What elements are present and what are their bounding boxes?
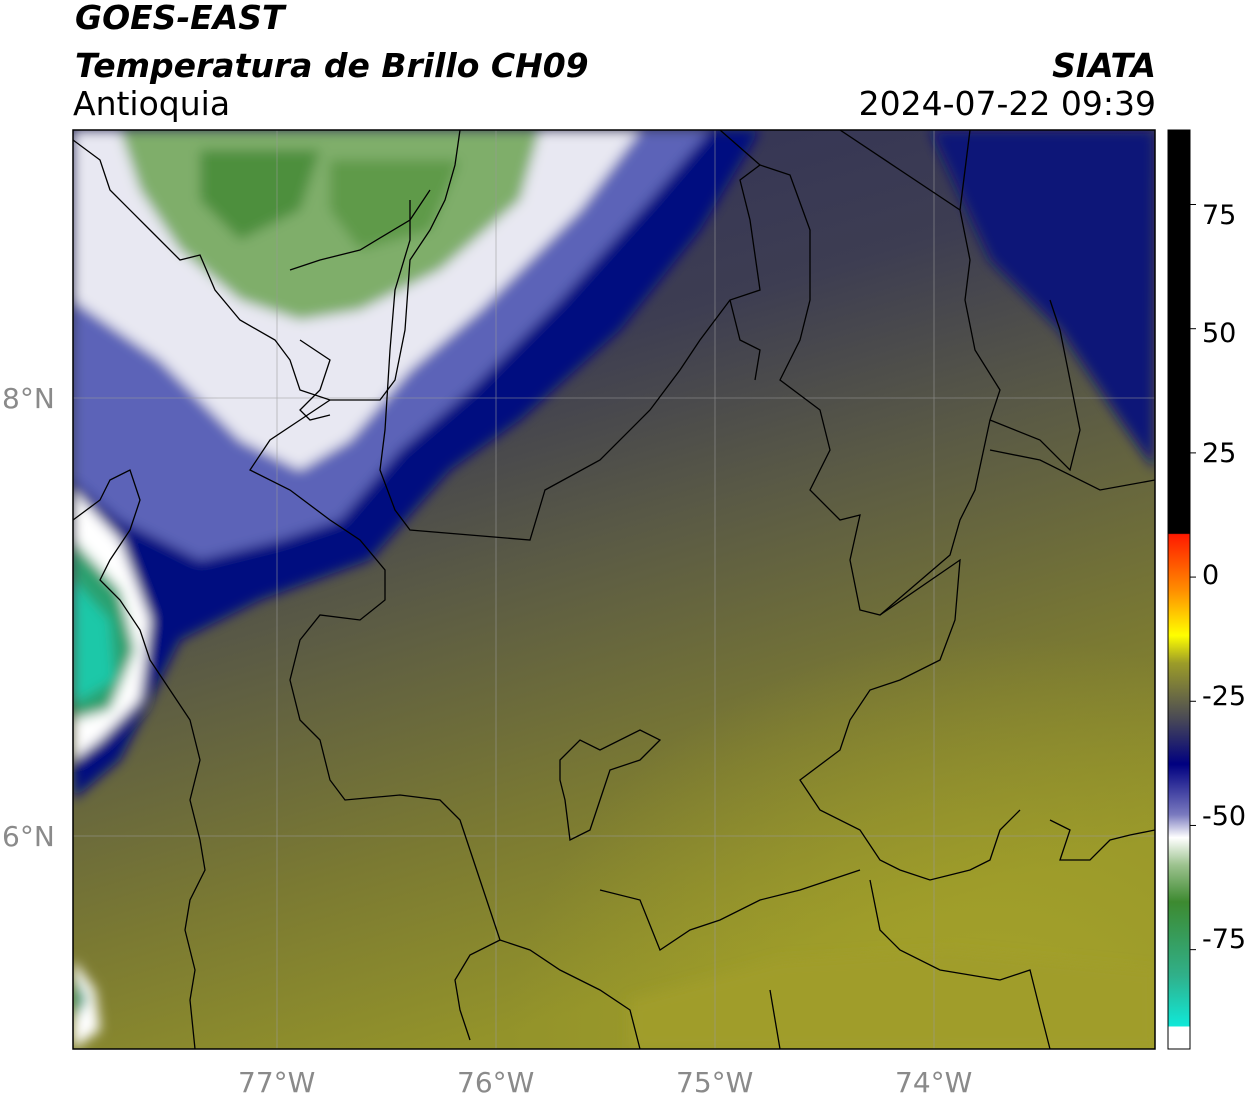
- lon-label-74w: 74°W: [895, 1066, 973, 1099]
- lat-label-8n: 8°N: [2, 382, 55, 415]
- colorbar-label-75: 75: [1202, 200, 1237, 231]
- map-gridlines: [73, 130, 1155, 1049]
- datetime-label: 2024-07-22 09:39: [858, 84, 1156, 123]
- lon-label-75w: 75°W: [676, 1066, 754, 1099]
- colorbar-label-minus75: -75: [1202, 924, 1247, 955]
- lat-label-6n: 6°N: [2, 820, 55, 853]
- brightness-temperature-field: [73, 130, 1155, 1049]
- map-frame: [72, 129, 1156, 1050]
- lon-label-76w: 76°W: [457, 1066, 535, 1099]
- colorbar-ticks: [1190, 204, 1196, 951]
- lon-label-77w: 77°W: [238, 1066, 316, 1099]
- colorbar-label-0: 0: [1202, 560, 1220, 591]
- satellite-title: GOES-EAST: [75, 0, 285, 37]
- colorbar: [1167, 129, 1191, 1050]
- colorbar-label-50: 50: [1202, 318, 1237, 349]
- region-label: Antioquia: [73, 84, 231, 123]
- administrative-boundaries: [73, 130, 1155, 1049]
- colorbar-label-25: 25: [1202, 438, 1237, 469]
- product-title: Temperatura de Brillo CH09: [75, 46, 589, 85]
- colorbar-label-minus50: -50: [1202, 801, 1247, 832]
- agency-label: SIATA: [1052, 46, 1156, 85]
- colorbar-label-minus25: -25: [1202, 681, 1247, 712]
